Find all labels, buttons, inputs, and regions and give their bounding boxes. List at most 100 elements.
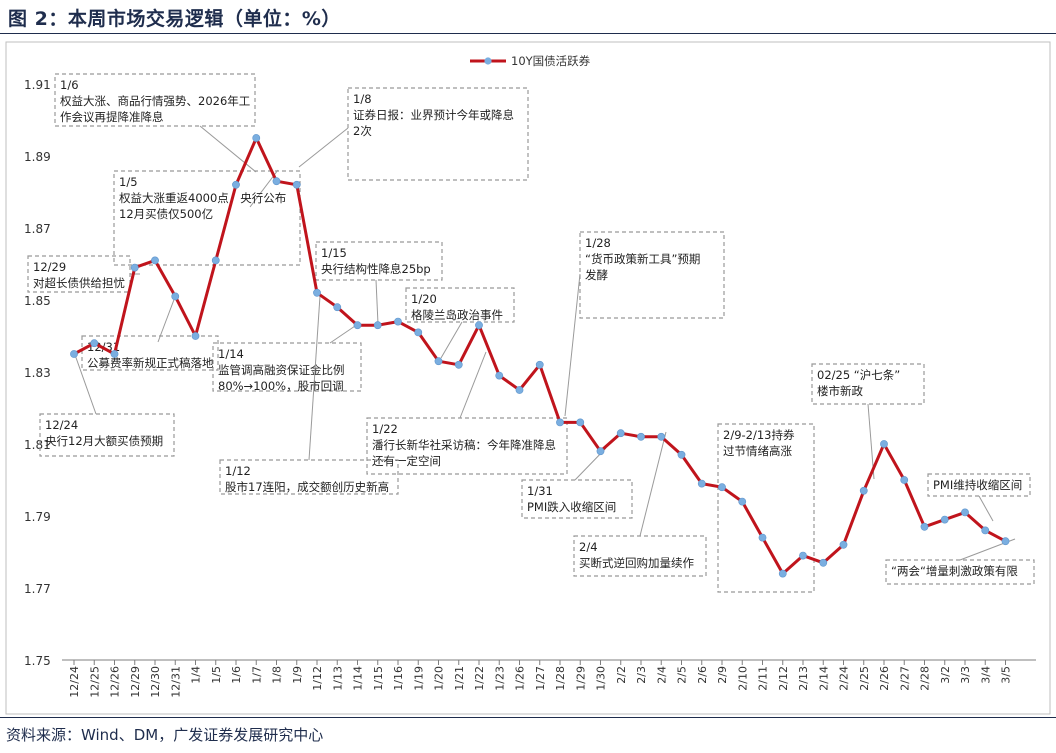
- x-tick-label: 1/29: [574, 666, 587, 691]
- annotation-text: 1/6: [60, 78, 79, 92]
- x-tick-label: 2/27: [898, 666, 911, 691]
- annotation-box: [347, 87, 529, 181]
- annotation-leader-line: [329, 323, 359, 344]
- y-tick-label: 1.91: [24, 78, 51, 92]
- x-tick-label: 1/6: [230, 666, 243, 684]
- annotation-text: 02/25 “沪七条”: [817, 368, 900, 382]
- x-tick-label: 2/28: [919, 666, 932, 691]
- data-point-marker: [778, 569, 787, 578]
- x-tick-label: 2/26: [878, 666, 891, 691]
- x-tick-label: 1/5: [210, 666, 223, 684]
- annotation-box: [405, 287, 515, 323]
- source-note: 资料来源：Wind、DM，广发证券发展研究中心: [6, 726, 324, 744]
- x-tick-label: 1/19: [412, 666, 425, 691]
- x-tick-label: 1/8: [271, 666, 284, 684]
- annotation-text: 还有一定空间: [372, 454, 441, 468]
- annotation-leader-line: [298, 127, 349, 168]
- legend: 10Y国债活跃券: [470, 54, 591, 68]
- data-point-marker: [880, 440, 888, 448]
- annotation-text: 12月买债仅500亿: [119, 207, 213, 221]
- annotation-leader-line: [308, 295, 321, 461]
- annotation-leader-line: [978, 495, 994, 522]
- x-tick-label: 2/9: [716, 666, 729, 684]
- annotation-text: 2/9-2/13持券: [723, 428, 795, 442]
- annotation-text: 潘行长新华社采访稿：今年降准降息: [372, 438, 556, 452]
- annotation-text: 买断式逆回购加量续作: [579, 556, 694, 570]
- data-point-marker: [596, 447, 605, 456]
- data-point-marker: [171, 292, 180, 301]
- data-point-marker: [191, 332, 200, 340]
- x-tick-label: 1/15: [372, 666, 385, 691]
- annotation-leader-line: [375, 279, 379, 325]
- data-point-marker: [353, 321, 362, 330]
- x-tick-label: 2/14: [817, 666, 830, 691]
- data-point-marker: [718, 483, 726, 492]
- annotation-leader-line: [157, 296, 176, 343]
- line-chart: 1.75 1.77 1.79 1.81 1.83 1.85 1.87 1.89 1.91 12/2…: [5, 41, 1051, 715]
- annotation-text: 发酵: [585, 268, 608, 282]
- annotation-text: 央行结构性降息25bp: [321, 262, 431, 276]
- annotation-box: [717, 423, 815, 593]
- annotation-text: 1/22: [372, 422, 398, 436]
- annotation-text: 1/8: [353, 92, 372, 106]
- y-tick-label: 1.87: [24, 222, 51, 236]
- annotation-text: 作会议再提降准降息: [60, 110, 164, 124]
- x-tick-label: 1/14: [352, 666, 365, 691]
- top-divider: [0, 33, 1056, 34]
- annotation-text: 格陵兰岛政治事件: [411, 308, 503, 322]
- annotation-leader-line: [459, 351, 487, 419]
- data-point-marker: [232, 180, 240, 189]
- data-point-marker: [920, 522, 929, 531]
- x-tick-label: 2/5: [676, 666, 689, 684]
- x-tick-label: 12/25: [88, 666, 101, 698]
- annotation-text: 权益大涨重返4000点，央行公布: [119, 191, 286, 205]
- x-tick-label: 1/23: [493, 666, 506, 691]
- data-point-marker: [495, 371, 504, 380]
- x-tick-label: 2/4: [655, 666, 668, 684]
- annotation-box: [579, 231, 725, 319]
- x-tick-label: 1/26: [514, 666, 527, 691]
- annotation-box: [212, 342, 362, 392]
- data-point-marker: [454, 360, 463, 369]
- annotation-text: “两会“增量刺激政策有限: [891, 564, 1018, 578]
- data-point-marker: [414, 328, 423, 337]
- annotation-text: 12/29: [33, 260, 66, 274]
- data-point-marker: [151, 256, 159, 265]
- x-tick-label: 1/9: [291, 666, 304, 684]
- x-tick-label: 2/25: [858, 666, 871, 691]
- annotation-box: [113, 170, 301, 266]
- x-tick-label: 1/4: [190, 666, 203, 684]
- annotation-text: 过节情绪高涨: [723, 444, 792, 458]
- annotation-text: 2次: [353, 124, 372, 138]
- annotation-leader-line: [440, 321, 463, 359]
- data-point-marker: [434, 357, 443, 366]
- annotation-leader-line: [639, 431, 667, 537]
- x-tick-label: 3/4: [979, 666, 992, 684]
- annotation-text: 80%→100%，股市回调: [218, 379, 344, 393]
- x-tick-label: 12/29: [129, 666, 142, 698]
- data-point-marker: [859, 486, 868, 495]
- y-tick-label: 1.81: [24, 438, 51, 452]
- annotation-leader-line: [199, 125, 257, 173]
- x-tick-label: 3/2: [939, 666, 952, 684]
- data-point-marker: [981, 526, 990, 535]
- annotation-text: 央行12月大额买债预期: [45, 434, 163, 448]
- data-point-marker: [292, 180, 301, 189]
- annotation-text: PMI跌入收缩区间: [527, 500, 616, 514]
- annotation-box: [366, 417, 568, 475]
- annotation-text: 楼市新政: [817, 384, 863, 398]
- annotation-box: [521, 479, 633, 519]
- axis-group: 1.75 1.77 1.79 1.81 1.83 1.85 1.87 1.89 1.91 12/2…: [24, 78, 1036, 698]
- x-tick-label: 2/3: [635, 666, 648, 684]
- annotation-box: [27, 255, 131, 293]
- annotation-text: 1/12: [225, 464, 251, 478]
- x-tick-label: 12/31: [169, 666, 182, 698]
- x-tick-label: 3/5: [1000, 666, 1013, 684]
- data-point-marker: [697, 479, 706, 488]
- data-point-marker: [839, 540, 848, 549]
- x-tick-label: 12/26: [109, 666, 122, 698]
- annotation-box: [219, 459, 399, 495]
- data-point-marker: [211, 256, 220, 265]
- series-group: [70, 134, 1010, 578]
